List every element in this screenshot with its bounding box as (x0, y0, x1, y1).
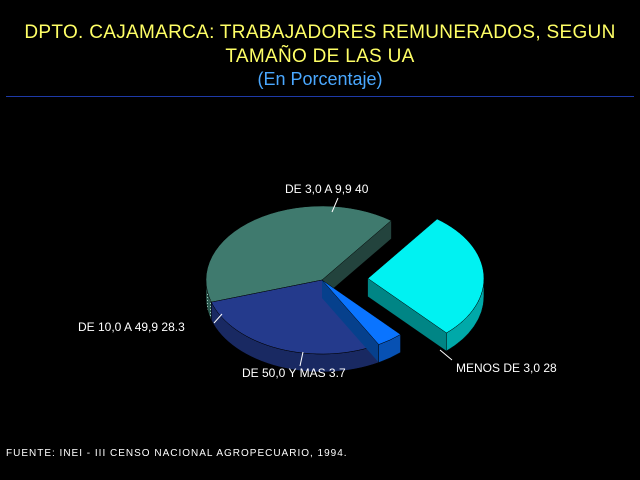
data-label-de-50-0-y-mas: DE 50,0 Y MAS 3.7 (242, 366, 346, 380)
slice-top-de-50-0-y-mas (321, 279, 401, 345)
chart-title-line-2: TAMAÑO DE LAS UA (225, 46, 415, 67)
chart-title-line-1: DPTO. CAJAMARCA: TRABAJADORES REMUNERADO… (24, 22, 616, 43)
chart-subtitle: (En Porcentaje) (257, 69, 383, 89)
slice-top-menos-de-3-0 (367, 218, 485, 334)
slice-de-50-0-y-mas (321, 279, 401, 363)
leader-line-de-50-0-y-mas (299, 351, 304, 367)
title-divider (6, 96, 634, 97)
leader-line-de-3-0-a-9-9 (331, 197, 339, 213)
slice-menos-de-3-0 (367, 218, 485, 352)
source-note: FUENTE: INEI - III CENSO NACIONAL AGROPE… (6, 448, 348, 459)
slice-cut-wall-de-50-0-y-mas-1 (322, 280, 379, 363)
leader-line-de-10-0-a-49-9 (213, 313, 223, 324)
leader-line-menos-de-3-0 (439, 349, 453, 361)
data-label-menos-de-3-0: MENOS DE 3,0 28 (456, 361, 557, 375)
slice-top-de-3-0-a-9-9 (205, 205, 392, 303)
slice-cut-wall-de-3-0-a-9-9-1 (322, 220, 392, 298)
data-label-de-3-0-a-9-9: DE 3,0 A 9,9 40 (285, 182, 369, 196)
slice-cut-wall-menos-de-3-0-1 (367, 278, 447, 351)
data-label-de-10-0-a-49-9: DE 10,0 A 49,9 28.3 (78, 320, 185, 334)
